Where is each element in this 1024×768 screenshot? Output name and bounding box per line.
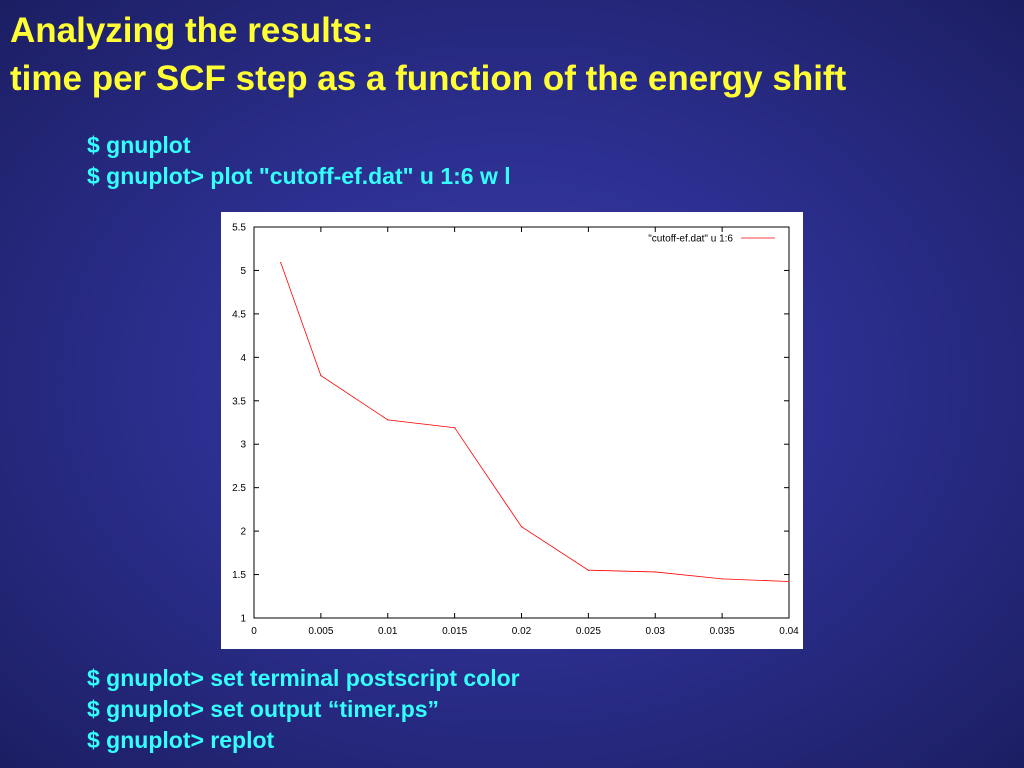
- y-tick-label: 3.5: [232, 396, 246, 407]
- data-point: [320, 374, 322, 377]
- command-gnuplot: $ gnuplot: [87, 132, 191, 158]
- data-point: [587, 569, 589, 571]
- y-tick-label: 4.5: [232, 309, 246, 320]
- y-tick-label: 2: [240, 527, 246, 538]
- legend-label: "cutoff-ef.dat" u 1:6: [648, 234, 733, 245]
- x-tick-label: 0.04: [779, 626, 799, 637]
- data-point: [387, 419, 389, 421]
- x-tick-label: 0.035: [710, 626, 735, 637]
- y-tick-label: 1.5: [232, 570, 246, 581]
- x-tick-label: 0.02: [512, 626, 532, 637]
- x-tick-label: 0.025: [576, 626, 601, 637]
- slide-title-line-1: Analyzing the results:: [10, 11, 374, 50]
- y-tick-label: 4: [240, 353, 246, 364]
- x-tick-label: 0.005: [308, 626, 333, 637]
- x-tick-label: 0.01: [378, 626, 398, 637]
- x-tick-label: 0: [251, 626, 257, 637]
- plot-border: [253, 226, 790, 619]
- command-replot: $ gnuplot> replot: [87, 727, 275, 753]
- data-point: [654, 571, 656, 573]
- y-tick-label: 1: [240, 614, 246, 625]
- y-tick-label: 2.5: [232, 483, 246, 494]
- command-set-terminal: $ gnuplot> set terminal postscript color: [87, 665, 520, 691]
- series-line: [280, 262, 790, 582]
- data-point: [454, 427, 456, 429]
- gnuplot-chart: 0 0.005 0.01 0.015 0.02 0.025 0.03 0.035 0.04 1 1.…: [221, 212, 803, 649]
- y-tick-label: 5.5: [232, 223, 246, 234]
- x-tick-label: 0.015: [442, 626, 467, 637]
- y-tick-label: 3: [240, 440, 246, 451]
- y-tick-label: 5: [240, 266, 246, 277]
- chart-svg: 0 0.005 0.01 0.015 0.02 0.025 0.03 0.035 0.04 1 1.…: [232, 223, 799, 638]
- data-point: [788, 580, 790, 583]
- command-set-output: $ gnuplot> set output “timer.ps”: [87, 696, 440, 722]
- data-point: [721, 578, 723, 580]
- data-point: [280, 262, 282, 264]
- x-tick-label: 0.03: [646, 626, 666, 637]
- slide-title-line-2: time per SCF step as a function of the e…: [10, 59, 847, 98]
- command-plot: $ gnuplot> plot "cutoff-ef.dat" u 1:6 w …: [87, 163, 511, 189]
- data-point: [520, 526, 523, 528]
